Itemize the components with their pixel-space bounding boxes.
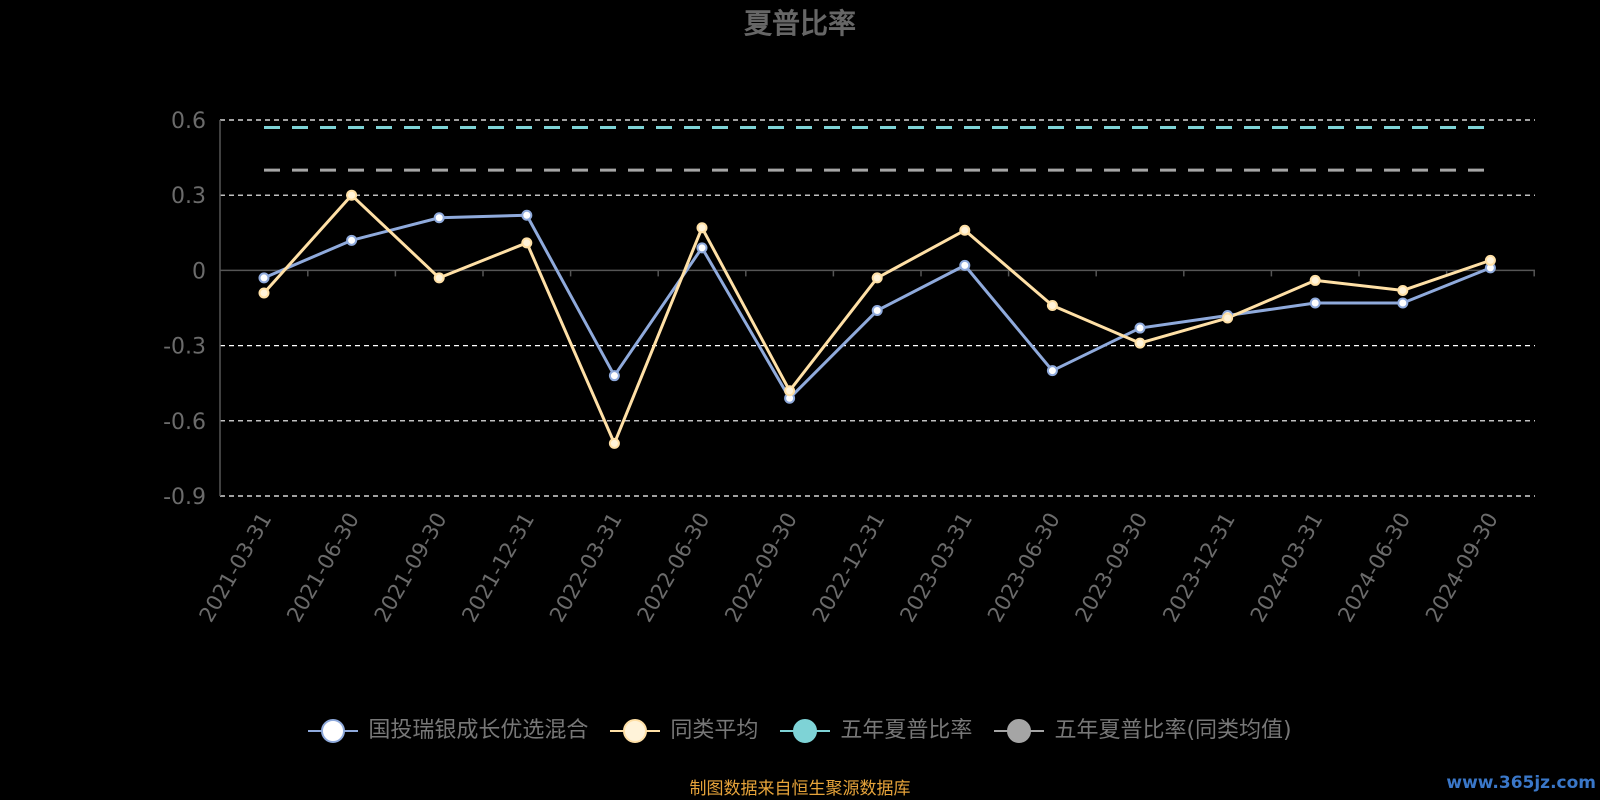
data-point[interactable] — [433, 212, 445, 224]
y-tick-label: 0.3 — [171, 184, 206, 209]
data-point[interactable] — [1309, 297, 1321, 309]
y-tick-label: -0.9 — [163, 485, 206, 510]
x-tick-label: 2022-09-30 — [720, 509, 802, 627]
series-line — [262, 193, 1491, 445]
grid-layer — [220, 119, 1535, 497]
data-point[interactable] — [258, 272, 270, 284]
data-point[interactable] — [696, 242, 708, 254]
x-tick-label: 2024-09-30 — [1421, 509, 1503, 627]
data-point[interactable] — [871, 305, 883, 317]
x-tick-label: 2023-03-31 — [895, 509, 977, 627]
data-point[interactable] — [1484, 254, 1496, 266]
y-tick-label: 0.6 — [171, 109, 206, 134]
legend-label-peer-average: 同类平均 — [670, 718, 759, 743]
x-tick-label: 2023-06-30 — [983, 509, 1065, 627]
data-point[interactable] — [1134, 322, 1146, 334]
legend-item-five-year-sharpe[interactable]: 五年夏普比率 — [780, 716, 972, 746]
watermark: www.365jz.com — [1446, 773, 1596, 793]
reference-lines — [264, 126, 1491, 172]
x-tick-label: 2024-03-31 — [1246, 509, 1328, 627]
y-tick-label: -0.3 — [163, 335, 206, 360]
legend-label-five-year-sharpe: 五年夏普比率 — [840, 718, 973, 743]
legend-swatch-peer-average — [610, 716, 661, 746]
x-tick-label: 2022-06-30 — [633, 509, 715, 627]
x-tick-label: 2024-06-30 — [1333, 509, 1415, 627]
data-point[interactable] — [1309, 274, 1321, 286]
data-point[interactable] — [1046, 299, 1058, 311]
legend: 国投瑞银成长优选混合 同类平均 五年夏普比率 五年夏普比率(同类均值) — [0, 716, 1600, 746]
x-tick-label: 2022-12-31 — [808, 509, 890, 627]
data-point[interactable] — [1222, 312, 1234, 324]
data-point[interactable] — [1134, 337, 1146, 349]
series-layer — [258, 189, 1496, 449]
data-point[interactable] — [521, 209, 533, 221]
legend-swatch-fund — [308, 716, 359, 746]
x-tick-label: 2023-09-30 — [1071, 509, 1153, 627]
data-point[interactable] — [346, 189, 358, 201]
data-point[interactable] — [346, 234, 358, 246]
x-tick-label: 2021-09-30 — [370, 509, 452, 627]
data-point[interactable] — [696, 222, 708, 234]
data-point[interactable] — [959, 259, 971, 271]
data-point[interactable] — [784, 385, 796, 397]
source-note: 制图数据来自恒生聚源数据库 — [689, 779, 911, 799]
y-tick-label: -0.6 — [163, 410, 206, 435]
data-point[interactable] — [608, 437, 620, 449]
data-point[interactable] — [1397, 297, 1409, 309]
legend-item-peer-average[interactable]: 同类平均 — [610, 716, 758, 746]
legend-item-five-year-sharpe-peer[interactable]: 五年夏普比率(同类均值) — [994, 716, 1292, 746]
legend-label-five-year-sharpe-peer: 五年夏普比率(同类均值) — [1054, 718, 1292, 743]
data-point[interactable] — [1397, 284, 1409, 296]
x-tick-label: 2023-12-31 — [1158, 509, 1240, 627]
data-point[interactable] — [608, 370, 620, 382]
data-point[interactable] — [1046, 365, 1058, 377]
x-tick-label: 2021-06-30 — [282, 509, 364, 627]
legend-swatch-five-year-sharpe-peer — [994, 716, 1045, 746]
legend-item-fund[interactable]: 国投瑞银成长优选混合 — [308, 716, 588, 746]
y-tick-label: 0 — [192, 259, 206, 284]
data-point[interactable] — [258, 287, 270, 299]
data-point[interactable] — [433, 272, 445, 284]
legend-label-fund: 国投瑞银成长优选混合 — [368, 718, 589, 743]
data-point[interactable] — [871, 272, 883, 284]
x-tick-label: 2021-03-31 — [195, 509, 277, 627]
x-tick-label: 2022-03-31 — [545, 509, 627, 627]
x-tick-label: 2021-12-31 — [457, 509, 539, 627]
legend-swatch-five-year-sharpe — [780, 716, 831, 746]
chart-title: 夏普比率 — [743, 7, 856, 40]
data-point[interactable] — [521, 237, 533, 249]
data-point[interactable] — [959, 224, 971, 236]
